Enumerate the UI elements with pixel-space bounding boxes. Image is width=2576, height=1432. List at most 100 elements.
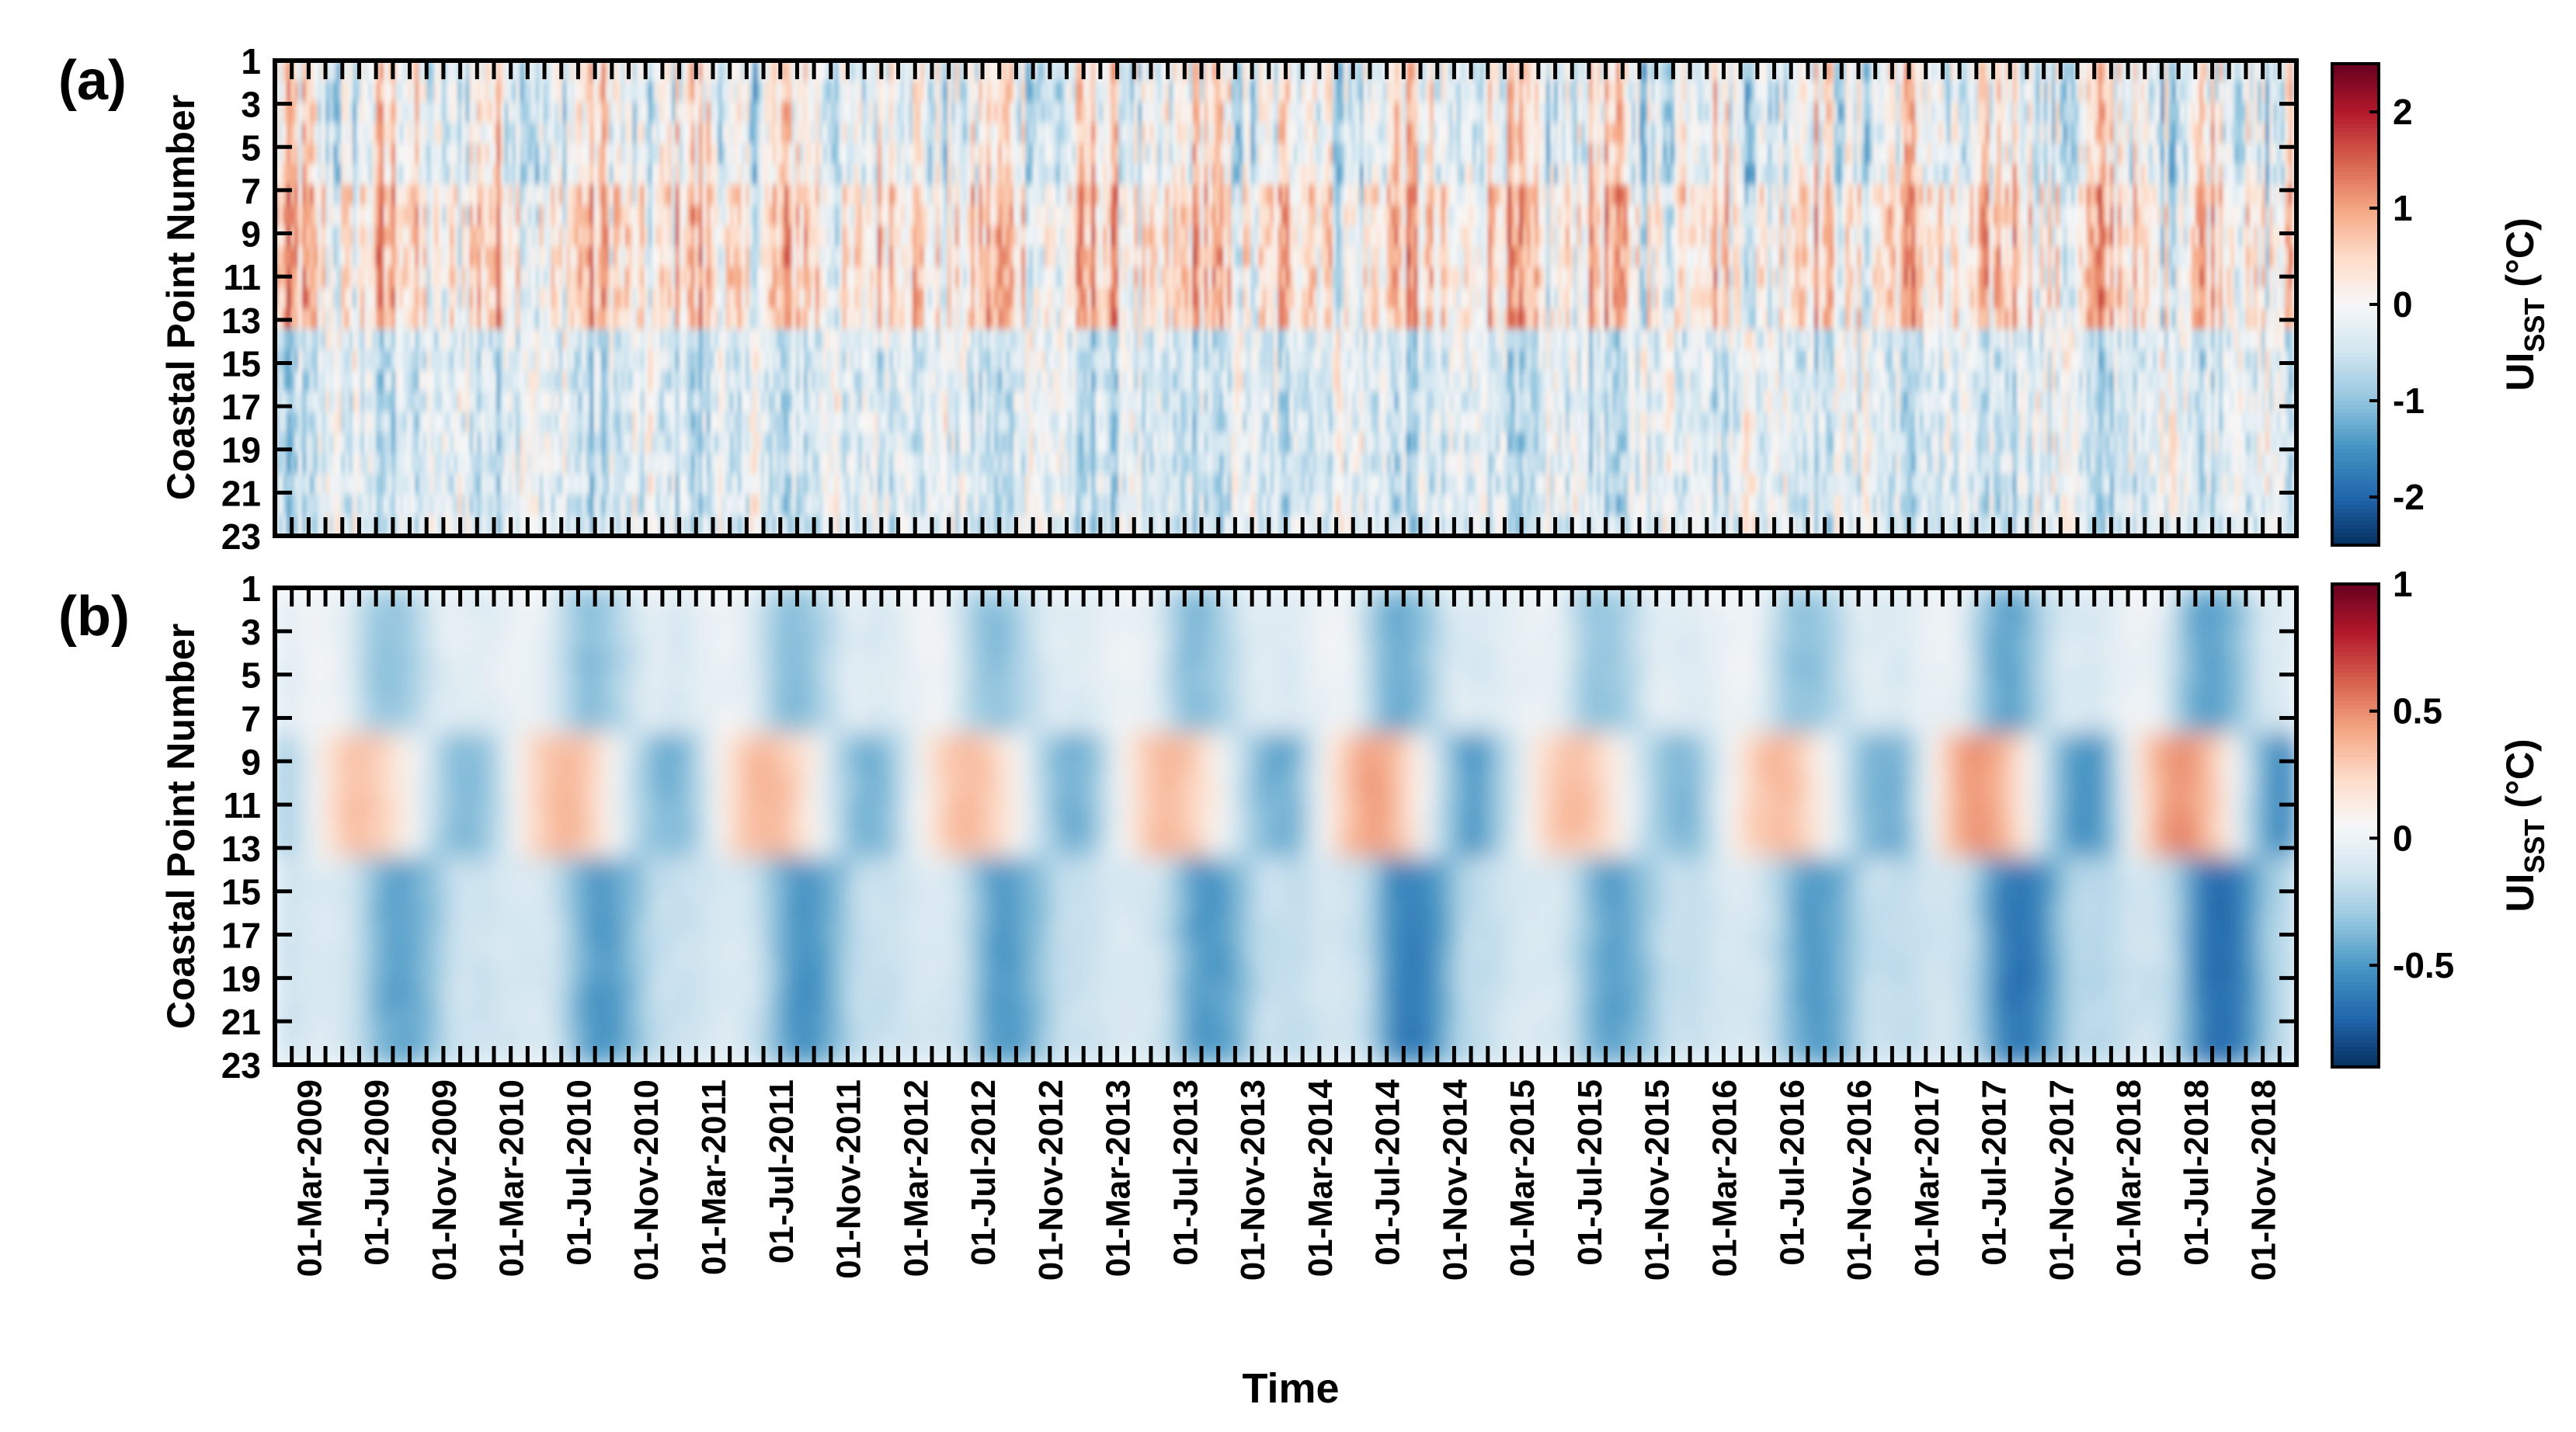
heatmap-a-cell xyxy=(2257,61,2262,82)
heatmap-a-cell xyxy=(1476,246,1481,268)
heatmap-a-cell xyxy=(551,122,556,144)
heatmap-a-cell xyxy=(1647,143,1652,165)
heatmap-a-cell xyxy=(1632,102,1636,123)
heatmap-a-cell xyxy=(2245,81,2251,103)
heatmap-a-cell xyxy=(601,246,607,268)
heatmap-a-cell xyxy=(1444,184,1450,207)
heatmap-a-cell xyxy=(2175,205,2181,227)
heatmap-a-cell xyxy=(2160,164,2165,186)
heatmap-a-cell xyxy=(842,184,847,207)
heatmap-a-cell xyxy=(2206,164,2212,186)
heatmap-a-cell xyxy=(2090,164,2095,186)
heatmap-a-cell xyxy=(1192,143,1198,165)
heatmap-a-cell xyxy=(1483,143,1489,165)
heatmap-a-cell xyxy=(1615,122,1621,144)
heatmap-a-cell xyxy=(1577,205,1582,227)
heatmap-a-cell xyxy=(2008,164,2014,186)
heatmap-a-cell xyxy=(632,61,638,82)
heatmap-a-cell xyxy=(488,225,494,248)
heatmap-a-cell xyxy=(943,225,948,248)
heatmap-a-cell xyxy=(830,81,836,103)
heatmap-a-cell xyxy=(1145,143,1151,165)
heatmap-a-cell xyxy=(1698,143,1702,165)
heatmap-a-cell xyxy=(1542,225,1547,248)
heatmap-a-cell xyxy=(663,205,669,227)
heatmap-a-cell xyxy=(1549,102,1555,123)
heatmap-a-cell xyxy=(1884,81,1889,103)
heatmap-a-cell xyxy=(1989,143,1994,165)
heatmap-a-cell xyxy=(975,184,979,207)
heatmap-a-cell xyxy=(516,61,521,82)
heatmap-a-cell xyxy=(430,246,436,268)
heatmap-a-cell xyxy=(784,205,789,227)
heatmap-a-cell xyxy=(1577,81,1582,103)
heatmap-a-cell xyxy=(982,225,987,248)
heatmap-a-cell xyxy=(333,61,338,82)
heatmap-a-cell xyxy=(873,122,878,144)
panel-label-a: (a) xyxy=(58,50,127,112)
heatmap-a-cell xyxy=(846,102,851,123)
heatmap-a-cell xyxy=(298,164,303,186)
heatmap-a-cell xyxy=(1029,205,1034,227)
heatmap-a-cell xyxy=(1254,205,1260,227)
heatmap-a-cell xyxy=(1417,102,1423,123)
heatmap-a-cell xyxy=(714,61,719,82)
heatmap-a-cell xyxy=(469,122,475,144)
heatmap-a-cell xyxy=(2241,205,2247,227)
heatmap-a-cell xyxy=(714,102,719,123)
heatmap-a-cell xyxy=(768,102,773,123)
heatmap-a-cell xyxy=(667,61,673,82)
heatmap-a-cell xyxy=(1344,246,1349,268)
heatmap-a-cell xyxy=(2202,143,2208,165)
heatmap-a-cell xyxy=(434,122,440,144)
heatmap-a-cell xyxy=(1830,164,1835,186)
heatmap-a-cell xyxy=(2195,143,2200,165)
heatmap-a-cell xyxy=(1682,164,1687,186)
heatmap-a-cell xyxy=(1122,122,1128,144)
heatmap-a-cell xyxy=(2226,122,2231,144)
heatmap-a-cell xyxy=(520,122,525,144)
heatmap-a-cell xyxy=(1246,246,1252,268)
heatmap-a-cell xyxy=(1410,102,1415,123)
heatmap-a-cell xyxy=(1806,164,1812,186)
heatmap-a-cell xyxy=(1010,164,1014,186)
heatmap-a-cell xyxy=(1421,246,1427,268)
heatmap-a-cell xyxy=(302,246,307,268)
heatmap-a-cell xyxy=(694,225,700,248)
heatmap-a-cell xyxy=(1025,184,1030,207)
heatmap-a-cell xyxy=(1111,246,1116,268)
heatmap-a-cell xyxy=(1588,184,1594,207)
heatmap-a-cell xyxy=(1561,102,1566,123)
heatmap-a-cell xyxy=(1977,205,1983,227)
heatmap-a-cell xyxy=(710,225,715,248)
heatmap-a-cell xyxy=(2199,184,2204,207)
heatmap-a-cell xyxy=(1316,184,1322,207)
heatmap-a-cell xyxy=(504,246,509,268)
heatmap-a-cell xyxy=(1196,61,1201,82)
heatmap-a-cell xyxy=(1487,246,1493,268)
heatmap-a-cell xyxy=(2268,143,2274,165)
heatmap-a-cell xyxy=(605,81,610,103)
heatmap-a-cell xyxy=(826,184,832,207)
heatmap-a-cell xyxy=(380,164,384,186)
heatmap-a-cell xyxy=(1670,164,1675,186)
heatmap-a-cell xyxy=(1363,246,1368,268)
heatmap-a-cell xyxy=(1305,81,1310,103)
heatmap-a-cell xyxy=(881,184,886,207)
heatmap-a-cell xyxy=(1503,184,1508,207)
heatmap-a-cell xyxy=(520,61,525,82)
heatmap-a-cell xyxy=(376,164,381,186)
heatmap-a-cell xyxy=(1165,143,1170,165)
heatmap-a-cell xyxy=(955,81,960,103)
heatmap-a-cell xyxy=(1196,205,1201,227)
heatmap-a-cell xyxy=(1771,225,1777,248)
heatmap-a-cell xyxy=(543,225,548,248)
heatmap-a-cell xyxy=(422,143,428,165)
heatmap-a-cell xyxy=(496,205,502,227)
heatmap-a-cell xyxy=(679,122,684,144)
heatmap-a-cell xyxy=(892,102,898,123)
heatmap-a-cell xyxy=(1289,246,1295,268)
heatmap-a-cell xyxy=(1060,102,1065,123)
heatmap-a-cell xyxy=(2032,61,2037,82)
